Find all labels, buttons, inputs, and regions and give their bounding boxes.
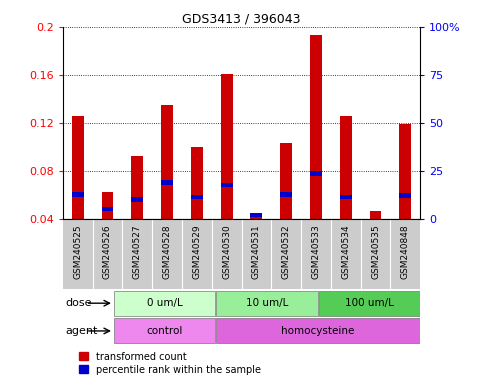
Bar [101, 192, 114, 218]
Text: GSM240535: GSM240535 [371, 224, 380, 279]
Text: GSM240530: GSM240530 [222, 224, 231, 279]
Text: GSM240534: GSM240534 [341, 224, 350, 279]
Bar [72, 192, 84, 197]
Bar [114, 318, 215, 343]
Bar [161, 105, 173, 218]
Bar [280, 192, 292, 197]
Bar [131, 197, 143, 202]
Bar [131, 156, 143, 218]
Bar [101, 207, 114, 212]
Bar [399, 124, 412, 218]
Bar [216, 291, 318, 316]
Title: GDS3413 / 396043: GDS3413 / 396043 [182, 13, 301, 26]
Bar [114, 291, 215, 316]
Bar [280, 143, 292, 218]
Text: GSM240527: GSM240527 [133, 224, 142, 279]
Bar [310, 35, 322, 218]
Bar [221, 74, 233, 218]
Text: GSM240532: GSM240532 [282, 224, 291, 279]
Text: 0 um/L: 0 um/L [147, 298, 183, 308]
Bar [221, 183, 233, 187]
Bar [399, 194, 412, 198]
Text: agent: agent [65, 326, 98, 336]
Bar [319, 291, 420, 316]
Bar [251, 213, 262, 217]
Bar [161, 180, 173, 185]
Text: dose: dose [65, 298, 92, 308]
Text: GSM240528: GSM240528 [163, 224, 171, 279]
Bar [72, 116, 84, 218]
Text: GSM240529: GSM240529 [192, 224, 201, 279]
Bar [340, 195, 352, 199]
Bar [310, 171, 322, 175]
Bar [251, 216, 262, 218]
Text: GSM240531: GSM240531 [252, 224, 261, 279]
Text: GSM240525: GSM240525 [73, 224, 82, 279]
Text: 10 um/L: 10 um/L [246, 298, 288, 308]
Text: GSM240526: GSM240526 [103, 224, 112, 279]
Bar [369, 212, 382, 218]
Bar [191, 147, 203, 218]
Text: control: control [147, 326, 183, 336]
Legend: transformed count, percentile rank within the sample: transformed count, percentile rank withi… [75, 348, 265, 379]
Text: 100 um/L: 100 um/L [345, 298, 394, 308]
Text: homocysteine: homocysteine [282, 326, 355, 336]
Bar [340, 116, 352, 218]
Bar [191, 195, 203, 199]
Bar [216, 318, 420, 343]
Text: GSM240848: GSM240848 [401, 224, 410, 279]
Text: GSM240533: GSM240533 [312, 224, 320, 279]
